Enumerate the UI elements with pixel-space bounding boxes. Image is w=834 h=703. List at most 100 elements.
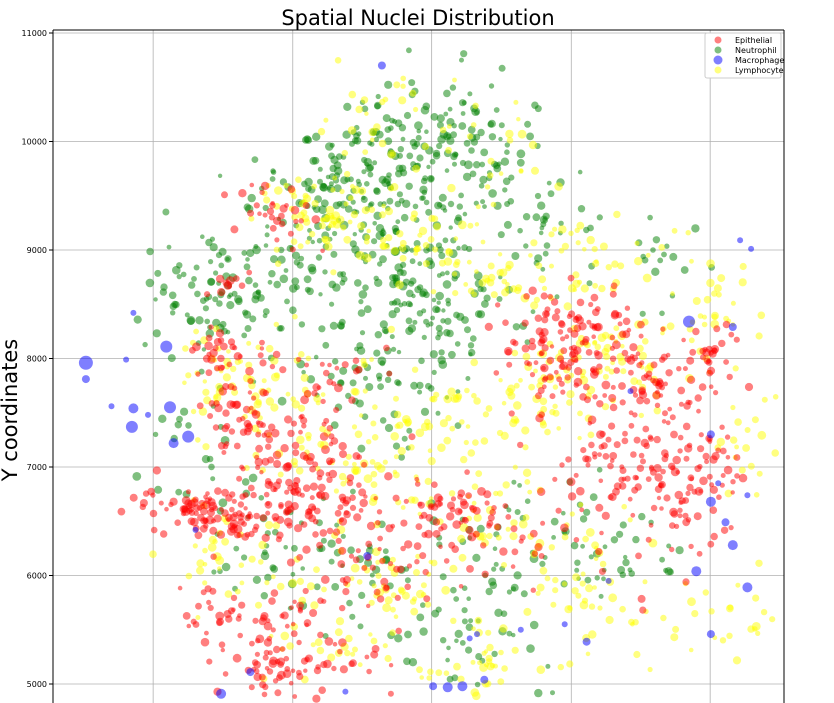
point-neutrophil <box>300 566 306 571</box>
point-neutrophil <box>234 295 243 304</box>
point-epithelial <box>499 547 508 556</box>
point-lymphocyte <box>549 408 556 416</box>
point-lymphocyte <box>493 490 499 497</box>
point-lymphocyte <box>751 416 759 424</box>
point-lymphocyte <box>445 248 452 255</box>
point-neutrophil <box>415 134 422 141</box>
point-lymphocyte <box>732 365 739 372</box>
point-epithelial <box>296 672 304 681</box>
point-epithelial <box>611 309 620 318</box>
point-neutrophil <box>516 149 526 159</box>
point-neutrophil <box>459 57 464 63</box>
point-epithelial <box>622 330 631 339</box>
point-epithelial <box>670 510 679 518</box>
point-lymphocyte <box>245 361 253 369</box>
point-epithelial <box>237 632 243 639</box>
point-lymphocyte <box>730 404 736 411</box>
point-epithelial <box>208 400 216 407</box>
point-epithelial <box>431 481 438 489</box>
point-lymphocyte <box>355 251 365 260</box>
point-epithelial <box>624 305 631 311</box>
point-lymphocyte <box>734 444 739 450</box>
point-epithelial <box>705 358 713 366</box>
point-lymphocyte <box>460 455 468 464</box>
point-epithelial <box>697 445 705 453</box>
point-epithelial <box>349 504 357 511</box>
point-lymphocyte <box>487 273 496 282</box>
point-lymphocyte <box>387 185 394 192</box>
point-epithelial <box>238 601 246 609</box>
point-neutrophil <box>208 259 214 265</box>
point-neutrophil <box>386 197 394 205</box>
point-epithelial <box>212 424 220 431</box>
y-tick-label: 6000 <box>27 572 47 581</box>
point-epithelial <box>566 477 576 487</box>
point-neutrophil <box>570 541 579 550</box>
point-lymphocyte <box>350 563 360 573</box>
point-lymphocyte <box>364 111 369 116</box>
point-neutrophil <box>442 280 452 289</box>
point-lymphocyte <box>769 616 776 623</box>
point-lymphocyte <box>473 513 482 522</box>
point-lymphocyte <box>258 540 267 550</box>
point-lymphocyte <box>274 186 283 195</box>
legend-marker-lymphocyte <box>714 66 722 74</box>
point-epithelial <box>286 558 295 567</box>
point-epithelial <box>334 383 343 393</box>
point-epithelial <box>261 432 267 438</box>
point-epithelial <box>296 601 304 610</box>
point-lymphocyte <box>449 425 456 432</box>
point-epithelial <box>279 613 285 619</box>
point-epithelial <box>529 337 536 345</box>
point-epithelial <box>672 455 681 465</box>
point-neutrophil <box>461 316 469 324</box>
point-epithelial <box>696 550 703 557</box>
point-neutrophil <box>498 136 503 142</box>
point-neutrophil <box>691 224 700 233</box>
point-lymphocyte <box>443 394 453 404</box>
point-neutrophil <box>329 164 337 173</box>
point-neutrophil <box>514 509 521 515</box>
point-lymphocyte <box>311 200 319 208</box>
point-lymphocyte <box>265 521 274 530</box>
point-neutrophil <box>596 467 603 473</box>
point-epithelial <box>708 384 714 390</box>
point-lymphocyte <box>464 387 470 394</box>
point-neutrophil <box>497 231 505 239</box>
point-lymphocyte <box>747 462 755 470</box>
point-lymphocyte <box>485 405 493 412</box>
point-epithelial <box>432 530 441 538</box>
point-lymphocyte <box>270 574 276 580</box>
point-lymphocyte <box>382 643 388 649</box>
point-neutrophil <box>252 575 261 585</box>
point-epithelial <box>247 390 253 395</box>
point-neutrophil <box>454 341 461 347</box>
point-neutrophil <box>546 180 552 186</box>
point-lymphocyte <box>501 288 510 297</box>
point-neutrophil <box>361 195 366 200</box>
point-epithelial <box>571 344 578 351</box>
point-epithelial <box>564 334 570 340</box>
point-neutrophil <box>265 224 270 229</box>
point-epithelial <box>627 496 633 502</box>
point-neutrophil <box>421 334 427 340</box>
point-lymphocyte <box>708 608 715 615</box>
point-lymphocyte <box>364 234 371 241</box>
point-lymphocyte <box>672 625 680 633</box>
point-epithelial <box>528 342 537 351</box>
point-epithelial <box>636 362 643 369</box>
point-lymphocyte <box>554 182 563 191</box>
point-epithelial <box>472 530 480 538</box>
point-epithelial <box>268 423 276 431</box>
point-epithelial <box>534 314 542 322</box>
point-epithelial <box>619 399 626 406</box>
point-neutrophil <box>458 122 467 130</box>
point-epithelial <box>585 349 593 356</box>
point-lymphocyte <box>427 236 435 243</box>
data-points <box>78 47 779 703</box>
point-lymphocyte <box>357 222 366 231</box>
point-neutrophil <box>470 335 477 342</box>
point-neutrophil <box>392 442 401 450</box>
point-neutrophil <box>396 191 403 198</box>
point-lymphocyte <box>563 302 572 311</box>
